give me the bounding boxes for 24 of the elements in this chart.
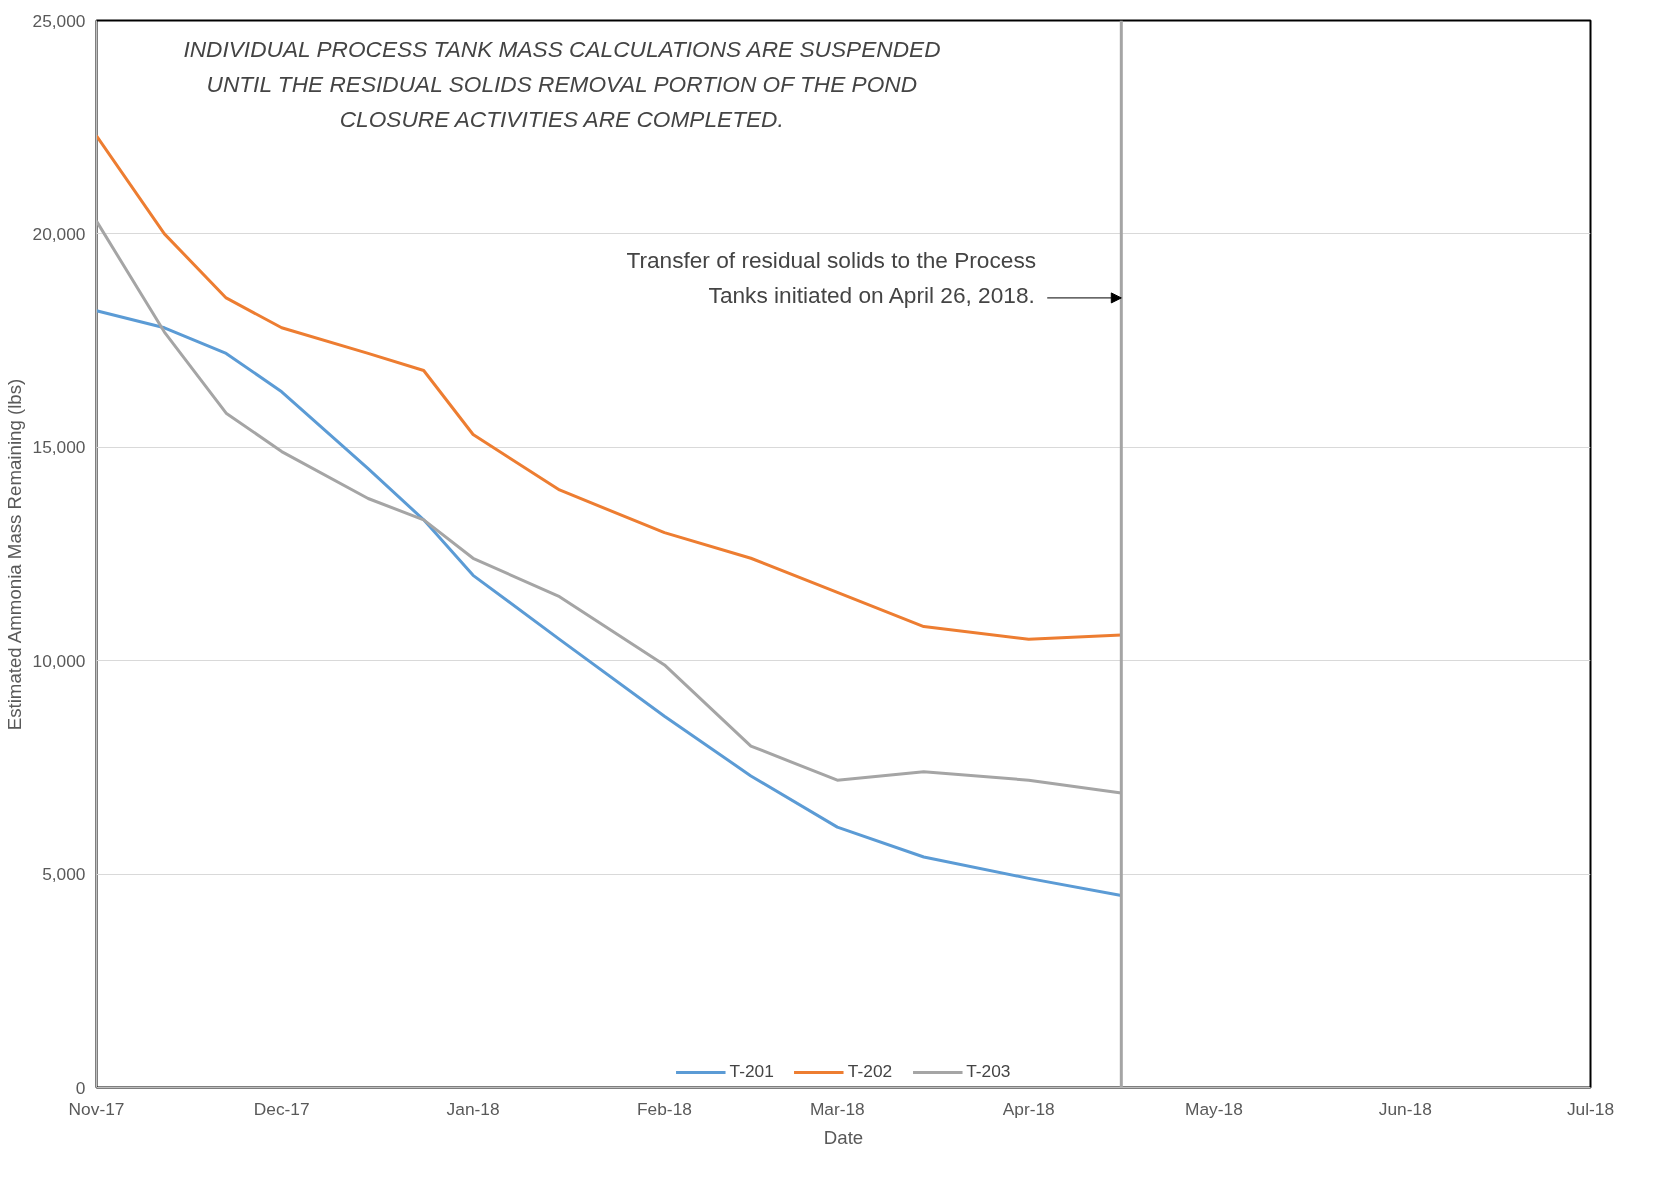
y-tick-label: 25,000	[32, 10, 86, 31]
y-tick-label: 0	[75, 1077, 86, 1098]
y-tick-label: 15,000	[32, 437, 86, 458]
x-tick-label: Jul-18	[1566, 1098, 1615, 1119]
line-series	[96, 134, 1123, 641]
line-series	[96, 309, 1123, 897]
legend-label: T-203	[966, 1061, 1011, 1082]
y-axis-title: Estimated Ammonia Mass Remaining (lbs)	[3, 378, 25, 731]
x-tick-label: Mar-18	[809, 1098, 865, 1119]
y-tick-label: 20,000	[32, 223, 86, 244]
y-tick-label: 10,000	[32, 650, 86, 671]
x-tick-label: Jun-18	[1378, 1098, 1432, 1119]
y-tick-label: 5,000	[42, 864, 86, 885]
x-tick-label: Feb-18	[637, 1098, 692, 1119]
x-axis-title: Date	[823, 1126, 864, 1148]
x-tick-label: Dec-17	[253, 1098, 310, 1119]
x-tick-label: Nov-17	[68, 1098, 125, 1119]
legend-label: T-201	[729, 1061, 774, 1082]
x-tick-label: Apr-18	[1002, 1098, 1055, 1119]
x-tick-label: May-18	[1185, 1098, 1243, 1119]
x-tick-label: Jan-18	[446, 1098, 500, 1119]
ref-line-label: Transfer of residual solids to the Process Tanks initiated on April 26, 2018.	[626, 246, 1037, 308]
annotation: INDIVIDUAL PROCESS TANK MASS CALCULATIONS ARE SUSPENDED UNTIL THE RESIDUAL SOLIDS REMOVAL PORTION OF THE POND CLOSURE ACTIVITIES ARE COMPLETED.	[183, 35, 941, 132]
legend-label: T-202	[847, 1061, 893, 1082]
